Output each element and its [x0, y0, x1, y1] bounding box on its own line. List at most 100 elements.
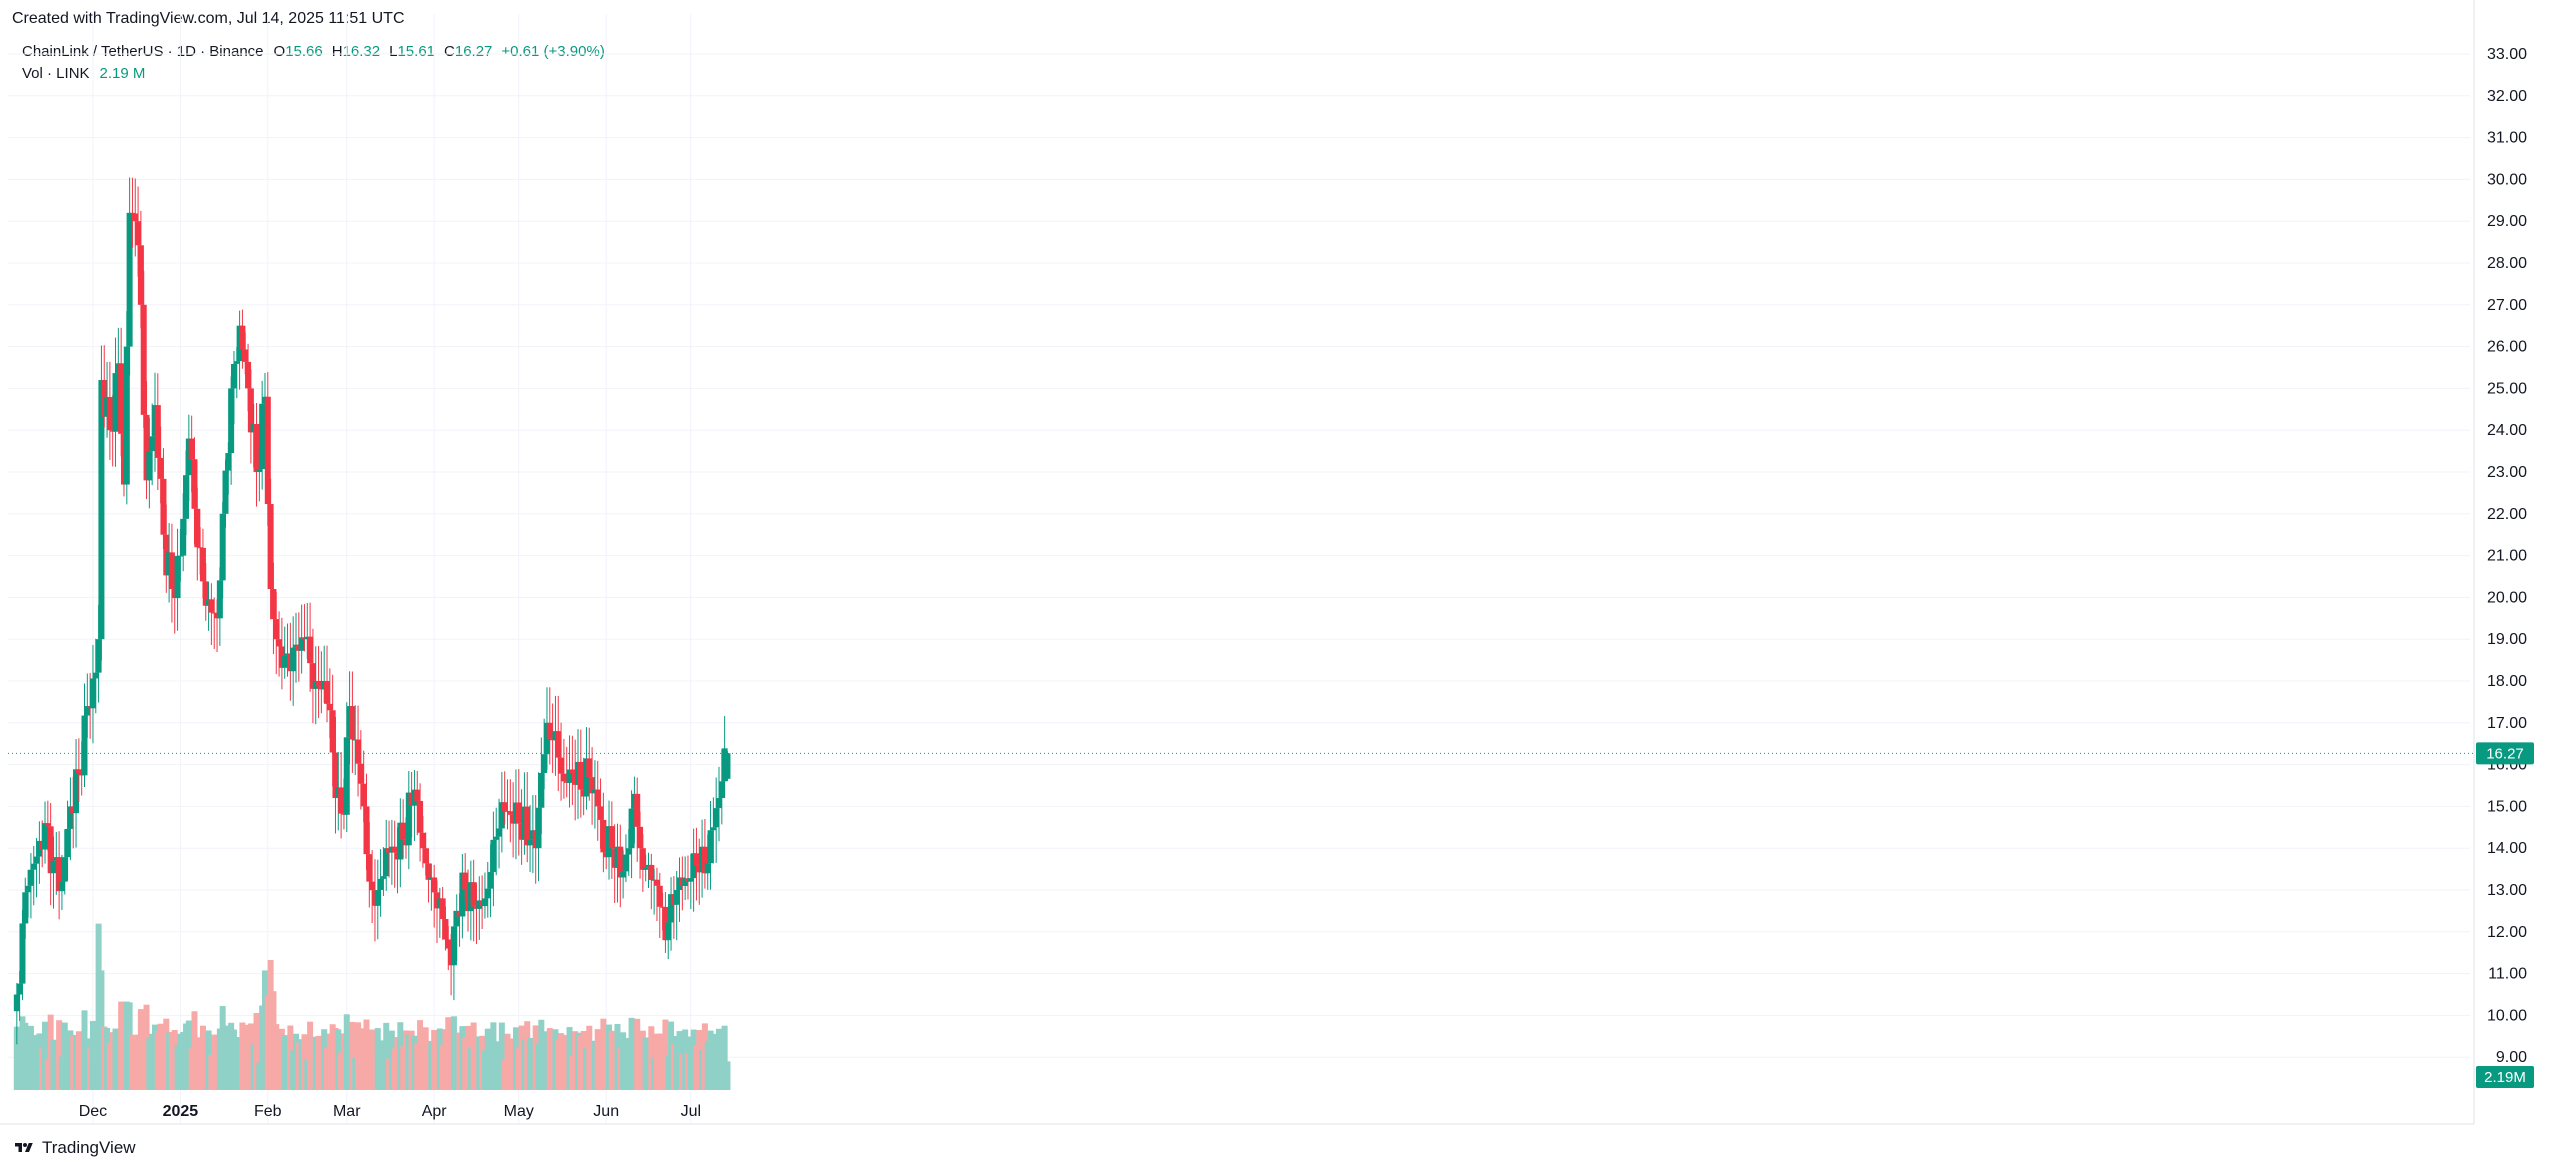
price-tick-label: 31.00: [2487, 130, 2527, 147]
candle-body: [183, 475, 190, 519]
candle-body: [490, 839, 497, 873]
candle-body: [343, 737, 350, 815]
price-axis: 9.0010.0011.0012.0013.0014.0015.0016.001…: [2487, 46, 2527, 1066]
candle-body: [290, 647, 297, 672]
time-tick-label: May: [504, 1103, 534, 1120]
candle-body: [515, 802, 522, 824]
price-tick-label: 13.00: [2487, 882, 2527, 899]
candle-body: [405, 792, 412, 846]
candle-body: [622, 854, 629, 872]
candle-body: [326, 703, 333, 711]
price-tick-label: 18.00: [2487, 673, 2527, 690]
candle-body: [64, 828, 71, 858]
low-label: L: [389, 43, 398, 60]
candle-body: [577, 761, 584, 790]
volume-value: 2.19 M: [99, 65, 146, 82]
candle-body: [143, 414, 150, 481]
candle-body: [129, 212, 136, 214]
candle-body: [634, 793, 641, 827]
symbol-title[interactable]: ChainLink / TetherUS · 1D · Binance: [22, 43, 264, 60]
candle-body: [112, 373, 119, 432]
candle-body: [118, 363, 125, 434]
candle-body: [442, 919, 449, 940]
candle-body: [135, 221, 142, 246]
candle-body: [538, 772, 545, 808]
tradingview-brand: TradingView: [42, 1138, 136, 1157]
time-tick-label: Jun: [593, 1103, 619, 1120]
candle-body: [211, 612, 218, 614]
candle-body: [541, 754, 548, 773]
open-label: O: [273, 43, 286, 60]
volume-label[interactable]: Vol · LINK: [22, 65, 90, 82]
candle-body: [132, 213, 139, 222]
candle-body: [355, 739, 362, 764]
candle-body: [693, 853, 700, 865]
price-tick-label: 29.00: [2487, 213, 2527, 230]
candle-body: [216, 580, 223, 619]
candle-body: [47, 826, 54, 874]
candle-body: [687, 878, 694, 882]
time-tick-label: Jul: [681, 1103, 701, 1120]
price-tick-label: 20.00: [2487, 589, 2527, 606]
candle-body: [713, 808, 720, 828]
candle-body: [718, 781, 725, 799]
candle-body: [273, 619, 280, 640]
high-value: 16.32: [342, 43, 381, 60]
candle-body: [668, 894, 675, 923]
price-tick-label: 27.00: [2487, 297, 2527, 314]
candle-body: [377, 878, 384, 890]
candle-body: [558, 757, 565, 774]
price-tick-label: 21.00: [2487, 548, 2527, 565]
candle-body: [501, 802, 508, 811]
candle-body: [470, 882, 477, 907]
time-tick-label: Apr: [422, 1103, 448, 1120]
candle-body: [276, 639, 283, 647]
candle-body: [315, 681, 322, 687]
candle-body: [247, 388, 254, 433]
candle-body: [524, 806, 531, 846]
volume-bar: [628, 1017, 635, 1090]
price-tick-label: 14.00: [2487, 840, 2527, 857]
price-tick-label: 26.00: [2487, 339, 2527, 356]
price-tick-label: 10.00: [2487, 1007, 2527, 1024]
candle-body: [459, 872, 466, 917]
volume-bar: [56, 1020, 63, 1090]
candle-body: [324, 680, 331, 704]
tradingview-footer[interactable]: TradingView: [12, 1138, 136, 1158]
candle-body: [329, 710, 336, 753]
candle-body: [380, 876, 387, 879]
candle-body: [425, 863, 432, 880]
candle-body: [417, 800, 424, 833]
volume-bar: [721, 1025, 728, 1090]
open-value: 15.66: [285, 43, 323, 60]
candle-body: [422, 848, 429, 864]
candle-body: [690, 853, 697, 879]
candle-body: [617, 846, 624, 878]
tradingview-logo-icon: [15, 1143, 33, 1152]
candle-body: [555, 731, 562, 758]
price-tick-label: 17.00: [2487, 715, 2527, 732]
candle-body: [16, 983, 23, 995]
candle-body: [222, 470, 229, 514]
candle-body: [73, 769, 80, 814]
candle-body: [625, 848, 632, 855]
candle-body: [58, 881, 65, 892]
candle-body: [589, 777, 596, 794]
candle-body: [608, 826, 615, 849]
candle-body: [267, 504, 274, 590]
price-tick-label: 32.00: [2487, 88, 2527, 105]
volume-bar: [546, 1028, 553, 1090]
candle-body: [146, 451, 153, 481]
last-volume-label: 2.19M: [2484, 1069, 2526, 1086]
candle-body: [228, 388, 235, 454]
volume-bar: [89, 1020, 96, 1090]
candle-body: [197, 547, 204, 549]
candle-body: [535, 807, 542, 849]
candle-body: [106, 397, 113, 431]
candle-body: [546, 722, 553, 739]
price-tick-label: 9.00: [2496, 1049, 2527, 1066]
candle-body: [168, 552, 175, 590]
candle-body: [264, 396, 271, 505]
volume-bar: [42, 1021, 49, 1090]
